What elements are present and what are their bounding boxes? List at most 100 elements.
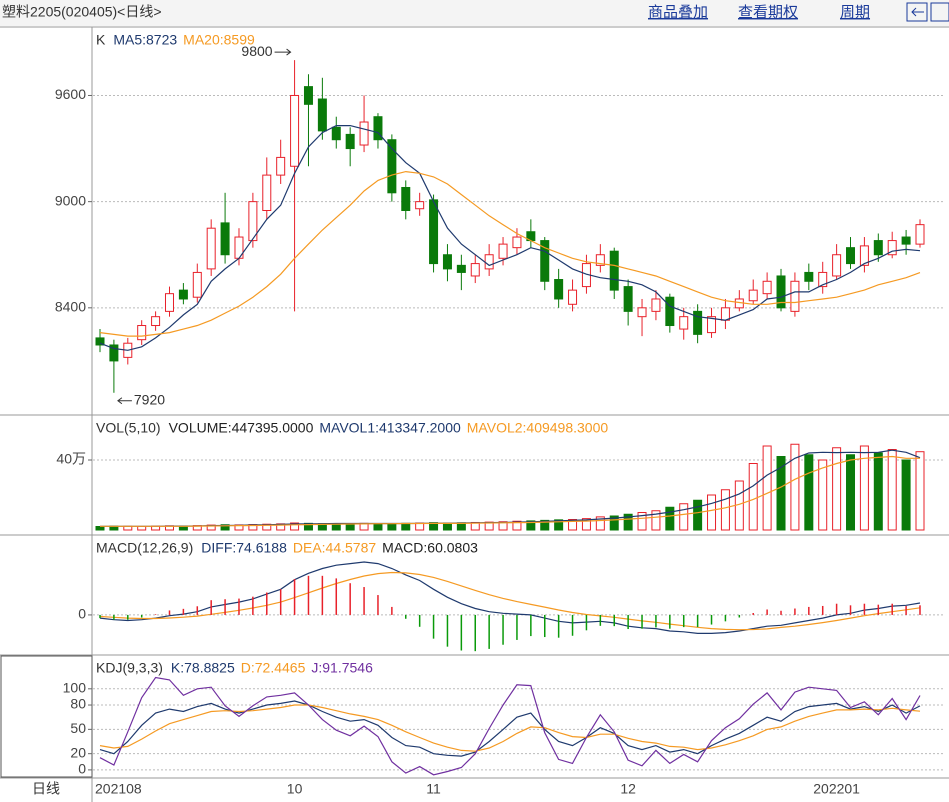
volume-bar — [859, 445, 869, 531]
volume-bar — [387, 523, 397, 531]
indicator-line — [99, 571, 921, 631]
icon-frame — [930, 2, 949, 22]
y-tick-label: 100 — [63, 680, 87, 696]
legend-label: MACD:60.0803 — [382, 540, 478, 556]
candle-body — [665, 296, 675, 327]
indicator-line — [100, 455, 920, 527]
volume-bar — [595, 516, 605, 531]
x-tick-label: 10 — [287, 781, 303, 797]
volume-bar — [748, 463, 758, 531]
icon-button[interactable] — [906, 2, 949, 22]
volume-bar — [137, 526, 147, 531]
legend-label: K:78.8825 — [171, 660, 235, 676]
candle-body — [345, 133, 355, 150]
candle-body — [720, 307, 730, 321]
candle-body — [290, 94, 300, 167]
candle-body — [915, 224, 925, 245]
y-tick-label: 9600 — [55, 86, 86, 102]
period-label: 日线 — [32, 781, 60, 797]
candle-body — [901, 236, 911, 245]
annotation-arrow — [274, 48, 292, 56]
volume-bar — [832, 447, 842, 531]
candle-body — [206, 227, 216, 270]
header-bar — [0, 0, 949, 26]
volume-bar — [762, 445, 772, 531]
volume-bar — [901, 459, 911, 531]
candle-body — [568, 289, 578, 305]
volume-bar — [707, 494, 717, 531]
candle-body — [456, 264, 466, 273]
icon-arrow — [911, 7, 924, 17]
candle-body — [95, 337, 105, 346]
link[interactable]: 商品叠加 — [648, 4, 708, 21]
selected-axis-box — [0, 655, 93, 778]
candle-body — [887, 240, 897, 256]
volume-bar — [220, 524, 230, 531]
candle-body — [651, 298, 661, 312]
candle-body — [707, 316, 717, 334]
candle-body — [818, 271, 828, 288]
candle-body — [498, 243, 508, 259]
volume-bar — [915, 451, 925, 531]
panel-title: K — [96, 32, 106, 48]
x-tick-label: 11 — [426, 781, 441, 797]
indicator-line — [99, 561, 921, 634]
candle-body — [470, 263, 480, 277]
candle-body — [109, 344, 119, 362]
volume-bar — [609, 515, 619, 531]
legend-label: D:72.4465 — [241, 660, 306, 676]
candle-body — [317, 98, 327, 132]
candle-body — [512, 236, 522, 249]
link[interactable]: 查看期权 — [738, 4, 798, 21]
volume-bar — [804, 454, 814, 531]
candle-body — [331, 126, 341, 141]
volume-bar — [568, 519, 578, 531]
candle-body — [679, 316, 689, 330]
legend-label: MAVOL2:409498.3000 — [467, 420, 609, 436]
panel-title: KDJ(9,3,3) — [96, 660, 163, 676]
candle-body — [776, 275, 786, 309]
candle-body — [554, 279, 564, 300]
y-tick-label: 9000 — [55, 192, 86, 208]
ma-line — [99, 125, 921, 351]
volume-bar — [512, 520, 522, 531]
volume-bar — [818, 459, 828, 531]
volume-bar — [790, 443, 800, 531]
x-tick-label: 202201 — [813, 781, 860, 797]
volume-bar — [401, 522, 411, 531]
y-tick-label: 0 — [78, 606, 86, 622]
y-tick-label: 8400 — [55, 299, 86, 315]
candle-body — [151, 316, 161, 327]
candle-body — [748, 289, 758, 302]
candle-body — [178, 289, 188, 300]
candle-body — [804, 271, 814, 282]
indicator-line — [99, 676, 921, 776]
volume-bar — [720, 489, 730, 531]
annotation: 7920 — [134, 391, 165, 407]
link[interactable]: 周期 — [840, 4, 870, 21]
page-title: 塑料2205(020405)<日线> — [2, 4, 162, 20]
candle-body — [137, 325, 147, 341]
legend-label: DIFF:74.6188 — [201, 540, 287, 556]
candle-body — [262, 174, 272, 211]
legend-label: DEA:44.5787 — [293, 540, 376, 556]
candle-body — [859, 245, 869, 266]
volume-bar — [95, 526, 105, 531]
volume-bar — [873, 452, 883, 531]
candle-body — [164, 293, 174, 312]
legend-label: VOLUME:447395.0000 — [169, 420, 314, 436]
volume-bar — [776, 456, 786, 531]
legend-label: J:91.7546 — [311, 660, 373, 676]
candle-body — [387, 139, 397, 194]
volume-bar — [679, 503, 689, 531]
legend-label: MAVOL1:413347.2000 — [319, 420, 461, 436]
candle-body — [248, 201, 258, 242]
candle-body — [276, 156, 286, 176]
candle-body — [832, 254, 842, 277]
legend-label: MA20:8599 — [183, 32, 255, 48]
annotation-arrow — [117, 397, 132, 405]
candle-body — [623, 286, 633, 312]
candle-body — [693, 310, 703, 335]
